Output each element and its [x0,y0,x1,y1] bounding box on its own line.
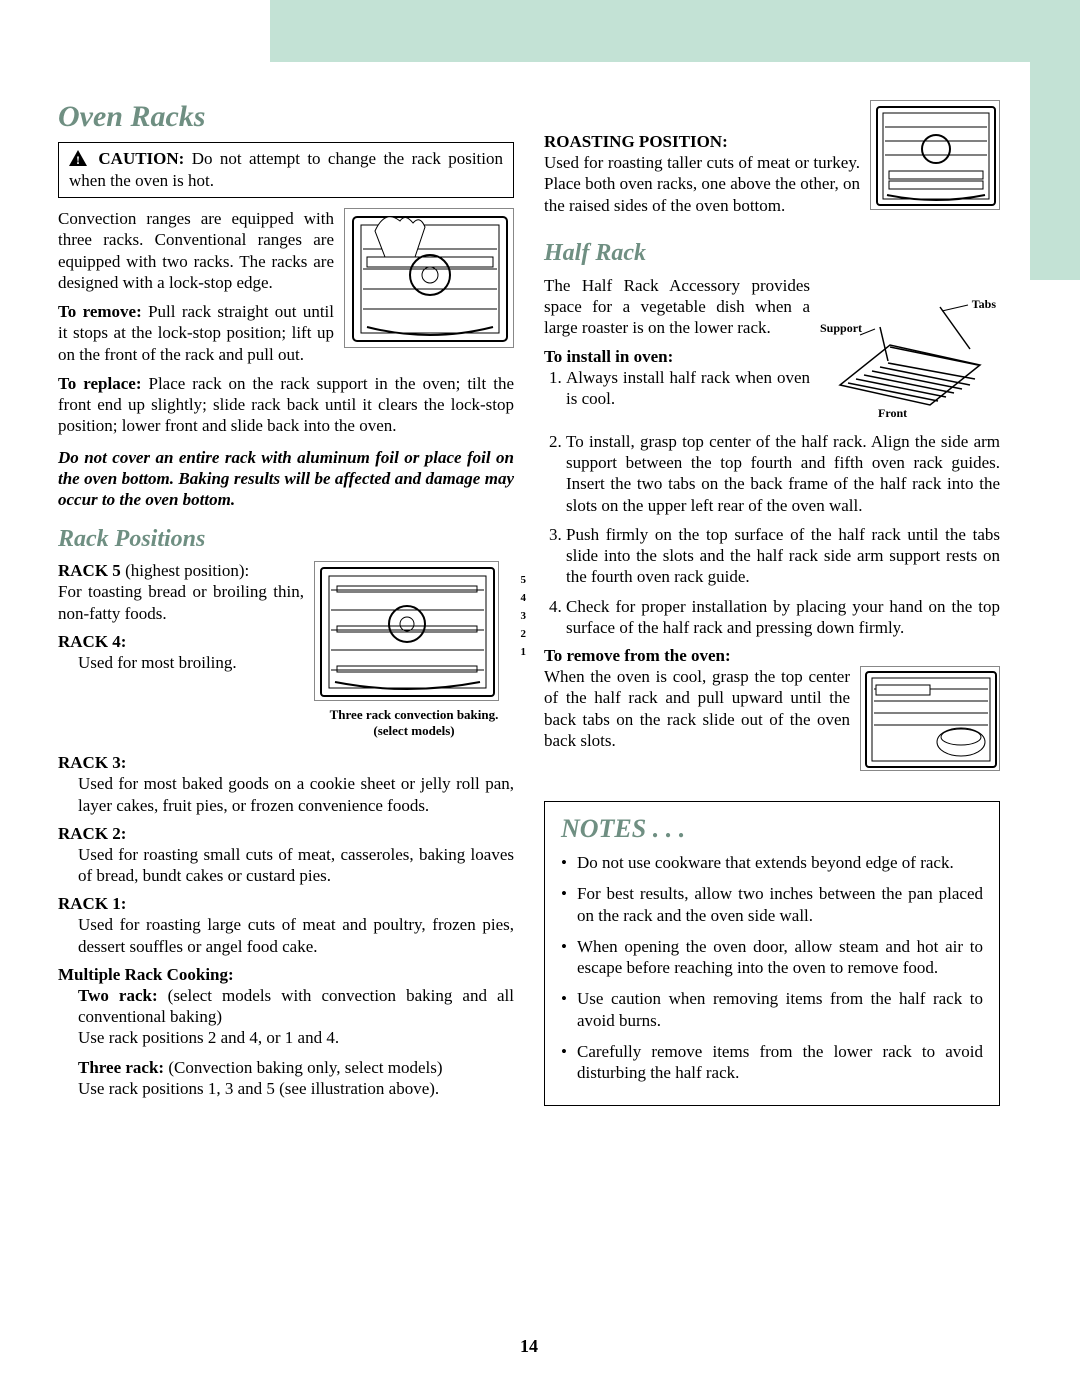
decorative-top-band [270,0,1080,62]
front-label: Front [878,406,907,421]
replace-instruction: To replace: Place rack on the rack suppo… [58,373,514,437]
rack-num-3: 3 [521,607,527,625]
three-rack-label: Three rack: [78,1058,164,1077]
remove-half-label: To remove from the oven: [544,646,1000,666]
page-content: Oven Racks ! CAUTION: Do not attempt to … [58,100,1000,1357]
notes-box: NOTES . . . Do not use cookware that ext… [544,801,1000,1106]
rack-num-1: 1 [521,643,527,661]
rack-positions-heading: Rack Positions [58,526,514,553]
note-2: For best results, allow two inches betwe… [561,883,983,926]
half-rack-figure: Tabs Support Front [820,275,1000,425]
rack3-label: RACK 3: [58,753,514,773]
three-rack-text1: (Convection baking only, select models) [164,1058,442,1077]
remove-half-figure [860,666,1000,771]
support-label: Support [820,321,862,336]
multi-rack-label: Multiple Rack Cooking: [58,965,514,985]
rack-positions-caption: Three rack convection baking. (select mo… [314,707,514,739]
rack1-desc: Used for roasting large cuts of meat and… [78,914,514,957]
note-1: Do not use cookware that extends beyond … [561,852,983,873]
install-steps-cont: To install, grasp top center of the half… [544,431,1000,638]
note-4: Use caution when removing items from the… [561,988,983,1031]
roasting-figure [870,100,1000,210]
caution-box: ! CAUTION: Do not attempt to change the … [58,142,514,198]
rack-position-numbers: 5 4 3 2 1 [521,571,527,661]
rack-num-2: 2 [521,625,527,643]
svg-text:!: ! [76,153,80,166]
rack1-label: RACK 1: [58,894,514,914]
decorative-right-band [1030,0,1080,280]
two-rack-label: Two rack: [78,986,158,1005]
tabs-label: Tabs [972,297,996,312]
oven-racks-heading: Oven Racks [58,100,514,134]
right-column: ROASTING POSITION: Used for roasting tal… [544,100,1000,1107]
warning-icon: ! [69,150,87,171]
replace-label: To replace: [58,374,142,393]
note-3: When opening the oven door, allow steam … [561,936,983,979]
three-rack-block: Three rack: (Convection baking only, sel… [78,1057,514,1100]
rack-num-4: 4 [521,589,527,607]
install-step-4: Check for proper installation by placing… [566,596,1000,639]
left-column: Oven Racks ! CAUTION: Do not attempt to … [58,100,514,1107]
rack3-desc: Used for most baked goods on a cookie sh… [78,773,514,816]
rack2-desc: Used for roasting small cuts of meat, ca… [78,844,514,887]
install-step-2: To install, grasp top center of the half… [566,431,1000,516]
rack-positions-figure: 5 4 3 2 1 Three rack convection baking. … [314,561,514,739]
rack-num-5: 5 [521,571,527,589]
half-rack-heading: Half Rack [544,240,1000,267]
remove-label: To remove: [58,302,142,321]
foil-warning: Do not cover an entire rack with aluminu… [58,447,514,511]
caution-label: CAUTION: [98,149,184,168]
two-rack-block: Two rack: (select models with convection… [78,985,514,1049]
install-step-3: Push firmly on the top surface of the ha… [566,524,1000,588]
page-number: 14 [520,1336,538,1357]
note-5: Carefully remove items from the lower ra… [561,1041,983,1084]
rack-remove-figure [344,208,514,348]
notes-heading: NOTES . . . [561,814,983,844]
notes-list: Do not use cookware that extends beyond … [561,852,983,1083]
rack2-label: RACK 2: [58,824,514,844]
two-rack-text2: Use rack positions 2 and 4, or 1 and 4. [78,1028,339,1047]
three-rack-text2: Use rack positions 1, 3 and 5 (see illus… [78,1079,439,1098]
